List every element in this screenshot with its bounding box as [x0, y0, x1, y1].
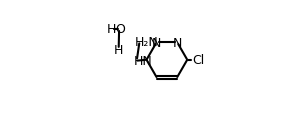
Text: N: N — [152, 36, 162, 49]
Text: H₂N: H₂N — [135, 35, 159, 48]
Text: N: N — [172, 36, 182, 49]
Text: O: O — [115, 23, 125, 36]
Text: Cl: Cl — [192, 54, 204, 67]
Text: HN: HN — [134, 55, 153, 67]
Text: H: H — [107, 23, 117, 36]
Text: H: H — [113, 43, 123, 56]
